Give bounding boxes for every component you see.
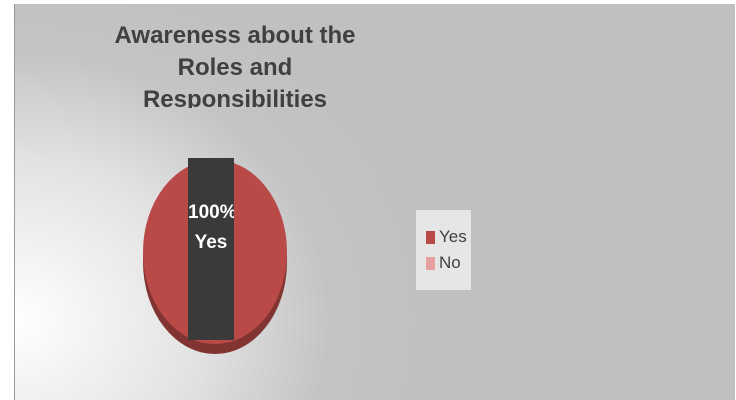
legend-entry: Yes xyxy=(416,224,471,250)
legend-key xyxy=(426,230,435,244)
legend: Yes No xyxy=(416,210,471,290)
chart-title: Awareness about the Roles and Responsibi… xyxy=(114,22,356,108)
data-label-value: 100% xyxy=(188,202,234,223)
legend-label: Yes xyxy=(439,227,467,246)
legend-key xyxy=(426,256,435,270)
legend-list: Yes No xyxy=(416,210,471,276)
data-label: 100% Yes xyxy=(188,158,234,340)
legend-entry: No xyxy=(416,250,471,276)
chart-area xyxy=(14,4,735,400)
legend-label: No xyxy=(439,253,461,272)
data-label-category: Yes xyxy=(194,232,228,253)
